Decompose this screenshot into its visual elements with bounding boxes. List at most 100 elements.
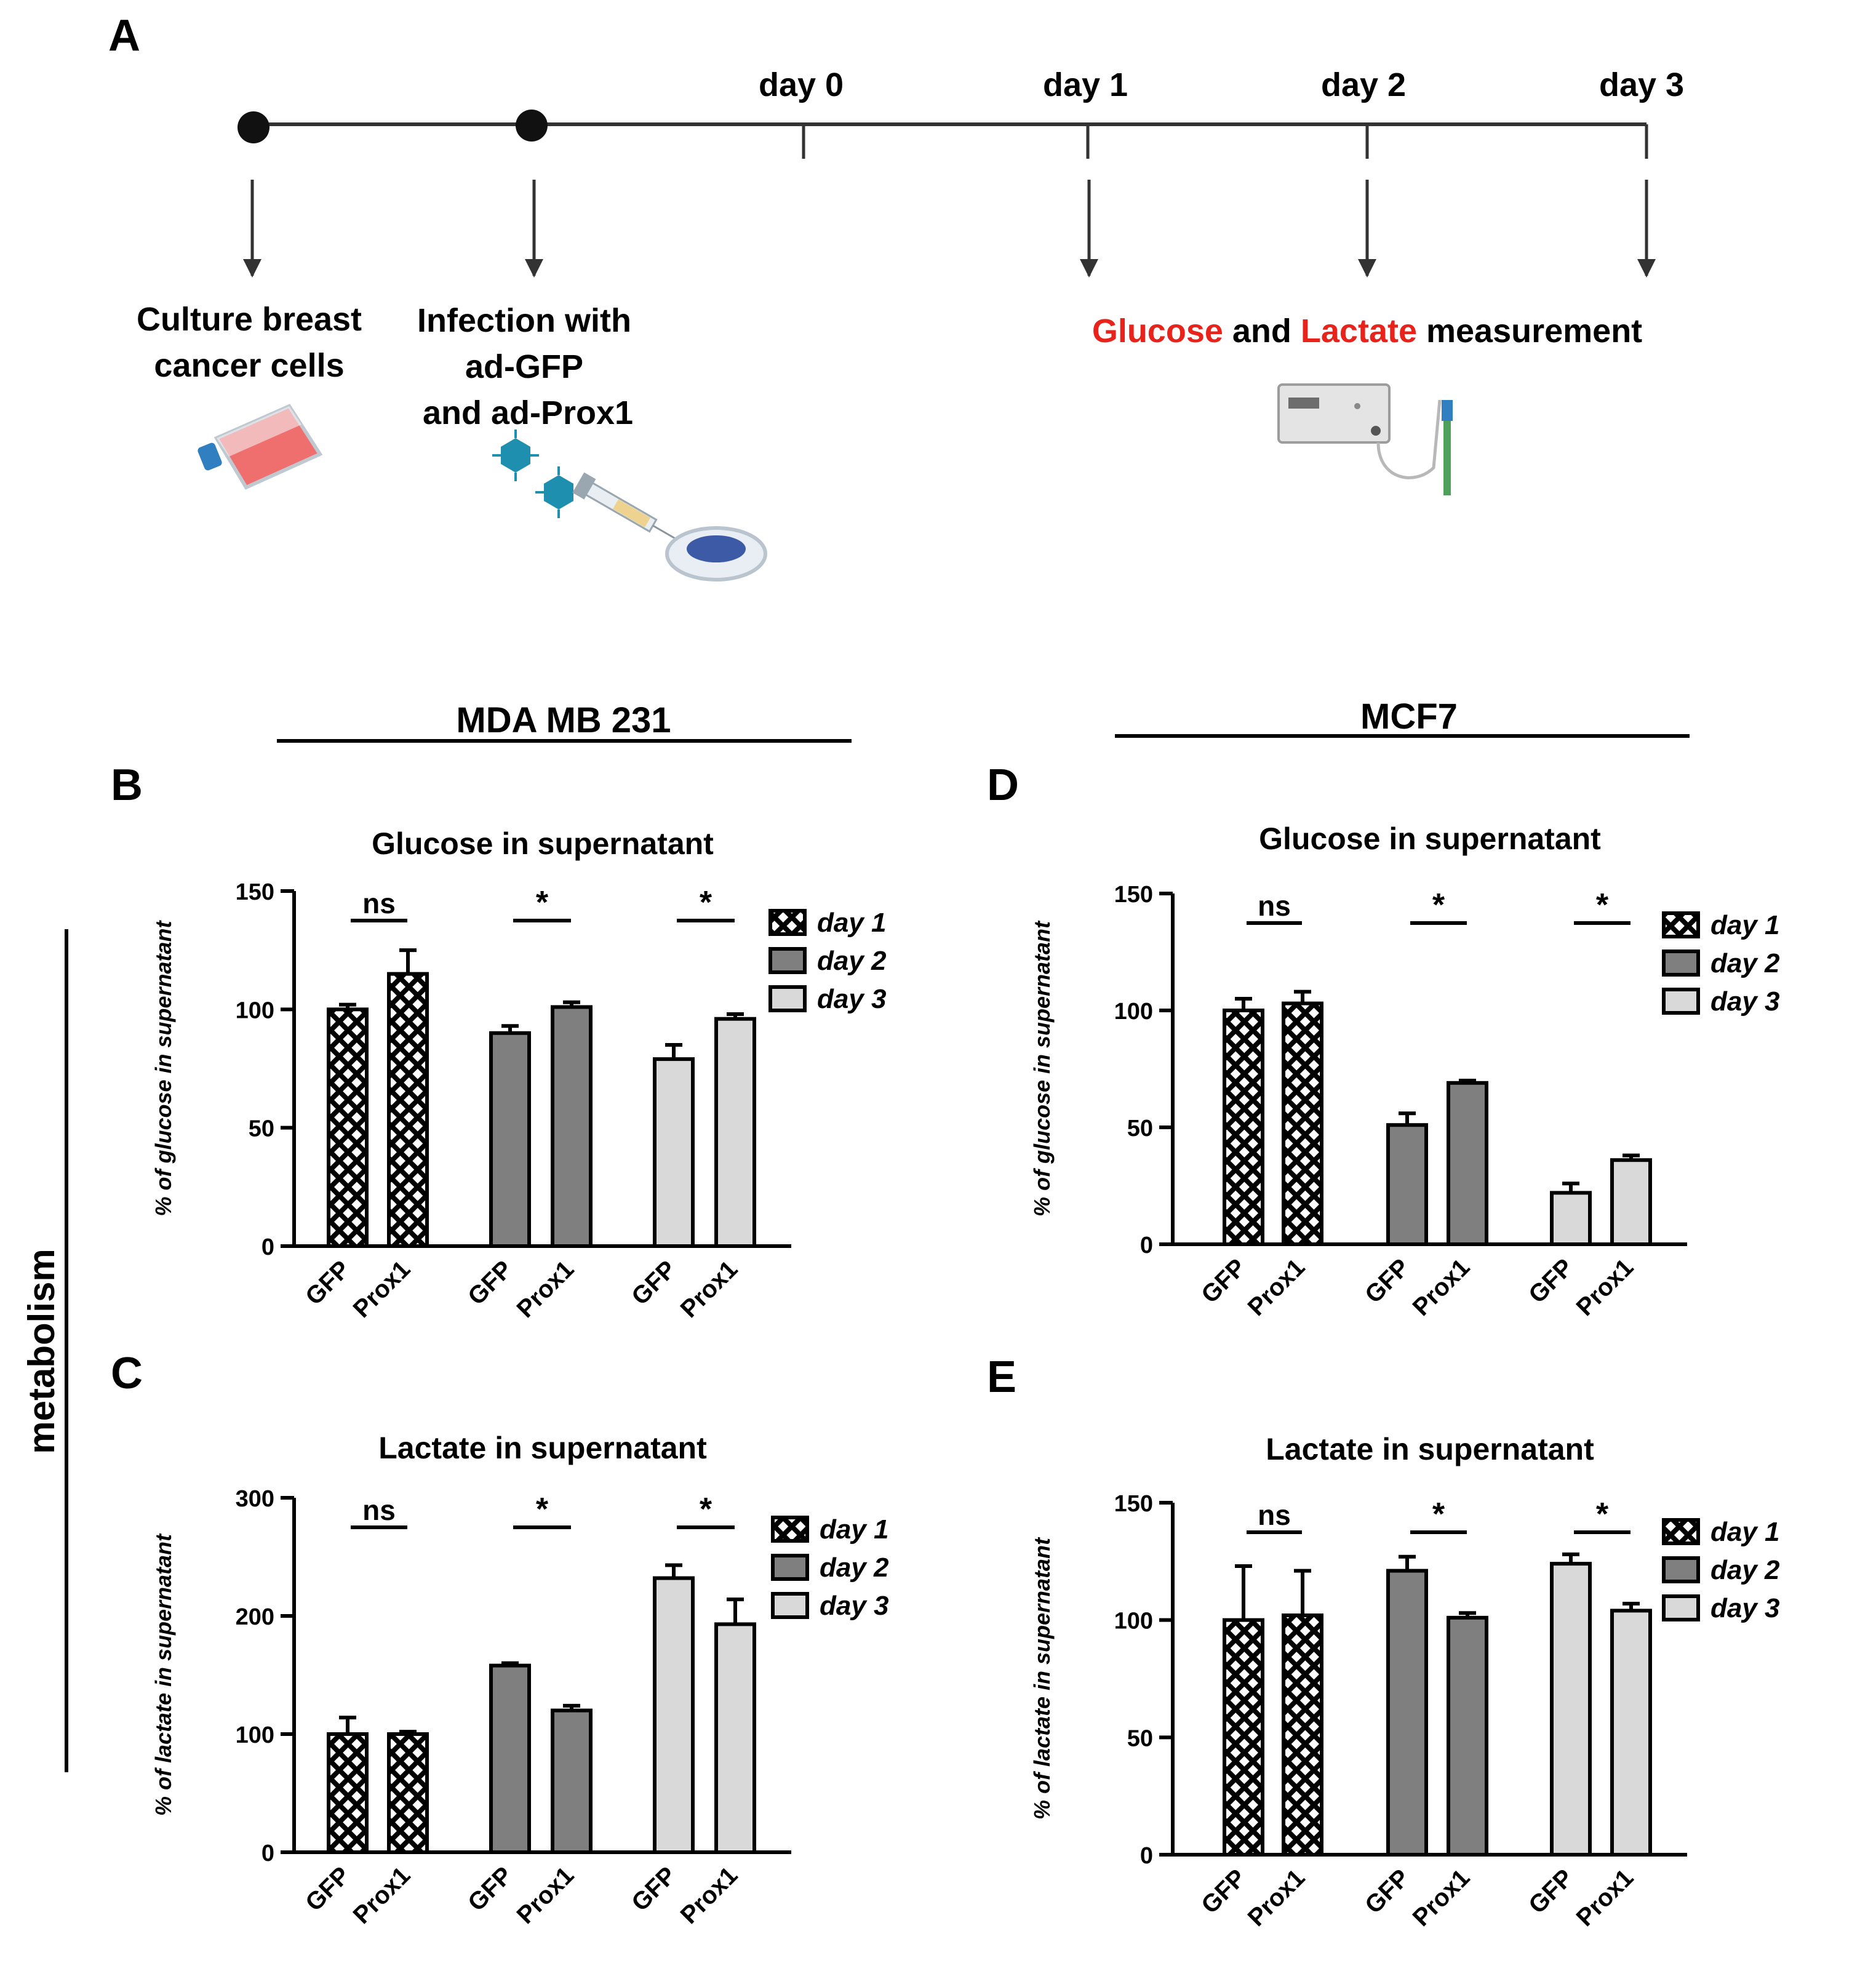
- y-tick-label: 0: [261, 1234, 274, 1260]
- x-tick-label: GFP: [463, 1861, 517, 1916]
- chart-title: Glucose in supernatant: [1259, 822, 1601, 856]
- legend-label: day 2: [1710, 948, 1780, 978]
- bar-day-2-gfp: [1386, 1569, 1428, 1857]
- timeline-ticks: [802, 124, 1648, 159]
- x-tick-label: Prox1: [512, 1861, 580, 1929]
- significance-label: *: [536, 885, 549, 921]
- timeline-arrows: [243, 180, 1656, 278]
- legend-swatch-day-1: [768, 909, 807, 936]
- x-tick-label: Prox1: [1571, 1253, 1639, 1321]
- chart-title: Lactate in supernatant: [378, 1431, 707, 1465]
- bar-day-3-prox1: [714, 1017, 756, 1248]
- significance-label: *: [700, 885, 712, 921]
- group-title-left: MDA MB 231: [456, 700, 671, 740]
- culture-line-2: cancer cells: [154, 347, 344, 384]
- bar-day-1-gfp: [327, 1007, 369, 1249]
- significance-label: *: [1432, 1497, 1445, 1532]
- legend-label: day 3: [1710, 986, 1780, 1017]
- legend-swatch-day-3: [768, 985, 807, 1012]
- day-3-label: day 3: [1599, 66, 1684, 103]
- significance-label: *: [1596, 887, 1609, 923]
- timeline-dot-infection: [516, 110, 548, 142]
- y-tick-label: 100: [1114, 999, 1153, 1025]
- x-tick-label: Prox1: [512, 1255, 580, 1323]
- bar-day-1-gfp: [1223, 1009, 1264, 1246]
- x-tick-label: GFP: [300, 1255, 355, 1310]
- chart-c-lactate-mda: Lactate in supernatant % of lactate in su…: [151, 1431, 889, 1929]
- legend-swatch-day-3: [771, 1592, 809, 1619]
- x-tick-label: GFP: [463, 1255, 517, 1310]
- y-tick-label: 0: [1140, 1233, 1153, 1258]
- bar-day-3-prox1: [1610, 1158, 1652, 1246]
- group-title-right: MCF7: [1360, 697, 1458, 737]
- x-tick-label: GFP: [626, 1255, 681, 1310]
- timeline-dot-culture: [237, 111, 269, 143]
- significance-label: ns: [362, 1494, 396, 1526]
- x-tick-label: GFP: [300, 1861, 355, 1916]
- significance-label: ns: [1258, 890, 1291, 922]
- measurement-caption: Glucose and Lactate measurement: [1092, 313, 1642, 350]
- significance-label: *: [700, 1492, 712, 1527]
- y-tick-label: 300: [236, 1486, 274, 1512]
- chart-d-glucose-mcf7: Glucose in supernatant % of glucose in su…: [1029, 822, 1780, 1321]
- x-tick-label: GFP: [1523, 1864, 1578, 1919]
- x-tick-label: GFP: [1360, 1864, 1415, 1919]
- bar-day-2-gfp: [489, 1663, 531, 1854]
- y-tick-label: 150: [236, 879, 274, 905]
- day-1-label: day 1: [1043, 66, 1128, 103]
- y-axis-label: % of lactate in supernatant: [1029, 1537, 1055, 1820]
- bar-day-1-prox1: [1282, 1613, 1323, 1857]
- legend-swatch-day-2: [768, 947, 807, 974]
- bar-day-3-prox1: [1610, 1609, 1652, 1857]
- day-0-label: day 0: [759, 66, 844, 103]
- bar-day-2-prox1: [551, 1005, 593, 1249]
- legend-label: day 2: [820, 1553, 889, 1583]
- legend-label: day 1: [820, 1514, 889, 1545]
- y-tick-label: 0: [1140, 1843, 1153, 1869]
- x-tick-label: Prox1: [1243, 1253, 1311, 1321]
- bar-day-1-gfp: [327, 1732, 369, 1854]
- chart-title: Glucose in supernatant: [372, 826, 714, 861]
- significance-label: ns: [362, 887, 396, 919]
- virus-syringe-dish-icon: [492, 430, 767, 582]
- x-tick-label: Prox1: [676, 1861, 743, 1929]
- x-tick-label: Prox1: [1571, 1864, 1639, 1932]
- y-axis-label: % of glucose in supernatant: [151, 919, 176, 1216]
- legend-label: day 2: [1710, 1555, 1780, 1585]
- infection-line-3: and ad-Prox1: [423, 394, 633, 431]
- side-label: metabolism: [21, 1249, 62, 1453]
- significance-label: *: [1432, 887, 1445, 923]
- legend-label: day 1: [817, 908, 887, 938]
- y-tick-label: 50: [1127, 1725, 1153, 1751]
- legend-swatch-day-3: [1662, 1594, 1700, 1621]
- legend-swatch-day-3: [1662, 988, 1700, 1015]
- legend-swatch-day-1: [771, 1516, 809, 1543]
- bar-day-2-prox1: [551, 1708, 593, 1855]
- bar-day-3-gfp: [1550, 1562, 1592, 1857]
- measurement-rest: measurement: [1417, 313, 1642, 350]
- panel-label-e: E: [987, 1353, 1016, 1402]
- culture-line-1: Culture breast: [137, 301, 362, 338]
- chart-e-lactate-mcf7: Lactate in supernatant % of lactate in su…: [1029, 1432, 1780, 1932]
- x-tick-label: GFP: [626, 1861, 681, 1916]
- legend-label: day 2: [817, 946, 887, 976]
- bar-day-3-gfp: [1550, 1191, 1592, 1247]
- legend-swatch-day-2: [1662, 1556, 1700, 1583]
- bar-day-3-prox1: [714, 1622, 756, 1854]
- x-tick-label: Prox1: [1243, 1864, 1311, 1932]
- significance-label: ns: [1258, 1499, 1291, 1531]
- x-tick-label: GFP: [1196, 1864, 1251, 1919]
- y-axis-label: % of glucose in supernatant: [1029, 920, 1055, 1217]
- culture-flask-icon: [198, 404, 323, 490]
- y-tick-label: 100: [1114, 1609, 1153, 1634]
- y-tick-label: 150: [1114, 1491, 1153, 1517]
- measurement-and: and: [1223, 313, 1301, 350]
- day-2-label: day 2: [1321, 66, 1406, 103]
- legend-swatch-day-1: [1662, 1518, 1700, 1545]
- x-tick-label: Prox1: [1408, 1864, 1475, 1932]
- bar-day-1-prox1: [1282, 1001, 1323, 1246]
- bar-day-1-prox1: [387, 1732, 429, 1854]
- x-tick-label: Prox1: [1408, 1253, 1475, 1321]
- infection-line-1: Infection with: [417, 302, 631, 339]
- legend-label: day 1: [1710, 1517, 1780, 1547]
